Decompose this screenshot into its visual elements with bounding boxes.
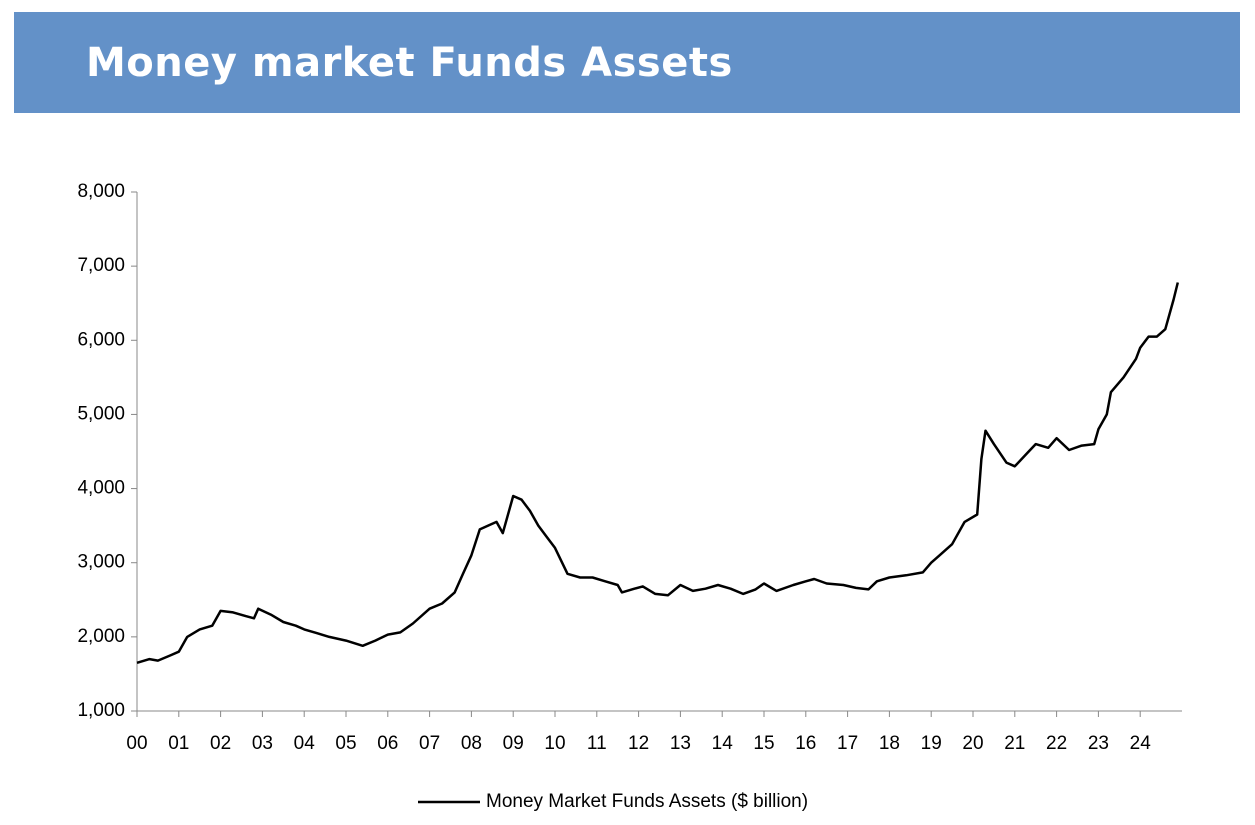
x-tick-label: 07 <box>419 733 440 754</box>
x-tick-label: 13 <box>670 733 691 754</box>
x-tick-label: 16 <box>795 733 816 754</box>
data-line <box>136 282 1180 664</box>
y-tick-label: 3,000 <box>77 552 125 573</box>
y-tick-label: 8,000 <box>77 181 125 202</box>
x-tick-label: 08 <box>461 733 482 754</box>
x-tick-label: 22 <box>1046 733 1067 754</box>
x-tick-label: 23 <box>1088 733 1109 754</box>
x-tick-label: 10 <box>544 733 565 754</box>
x-tick-label: 18 <box>879 733 900 754</box>
x-tick-label: 15 <box>753 733 774 754</box>
x-tick-label: 11 <box>587 733 607 754</box>
header-banner: Money market Funds Assets <box>14 12 1240 113</box>
x-tick-label: 03 <box>252 733 273 754</box>
x-tick-label: 12 <box>628 733 649 754</box>
x-tick-label: 09 <box>503 733 524 754</box>
legend-label: Money Market Funds Assets ($ billion) <box>486 791 808 812</box>
x-tick-label: 00 <box>126 733 147 754</box>
x-tick-label: 19 <box>921 733 942 754</box>
x-tick-label: 01 <box>168 733 189 754</box>
x-tick-label: 06 <box>377 733 398 754</box>
y-tick-label: 1,000 <box>77 700 125 721</box>
y-tick-label: 4,000 <box>77 478 125 499</box>
y-tick-label: 7,000 <box>77 255 125 276</box>
x-tick-label: 20 <box>962 733 983 754</box>
x-tick-label: 05 <box>335 733 356 754</box>
x-tick-label: 17 <box>837 733 858 754</box>
y-tick-label: 2,000 <box>77 626 125 647</box>
x-tick-label: 24 <box>1130 733 1152 754</box>
x-tick-label: 04 <box>294 733 316 754</box>
x-tick-label: 02 <box>210 733 231 754</box>
x-tick-label: 14 <box>712 733 734 754</box>
chart-title: Money market Funds Assets <box>86 40 733 86</box>
x-tick-label: 21 <box>1004 733 1025 754</box>
y-tick-label: 6,000 <box>77 329 125 350</box>
y-tick-label: 5,000 <box>77 403 125 424</box>
